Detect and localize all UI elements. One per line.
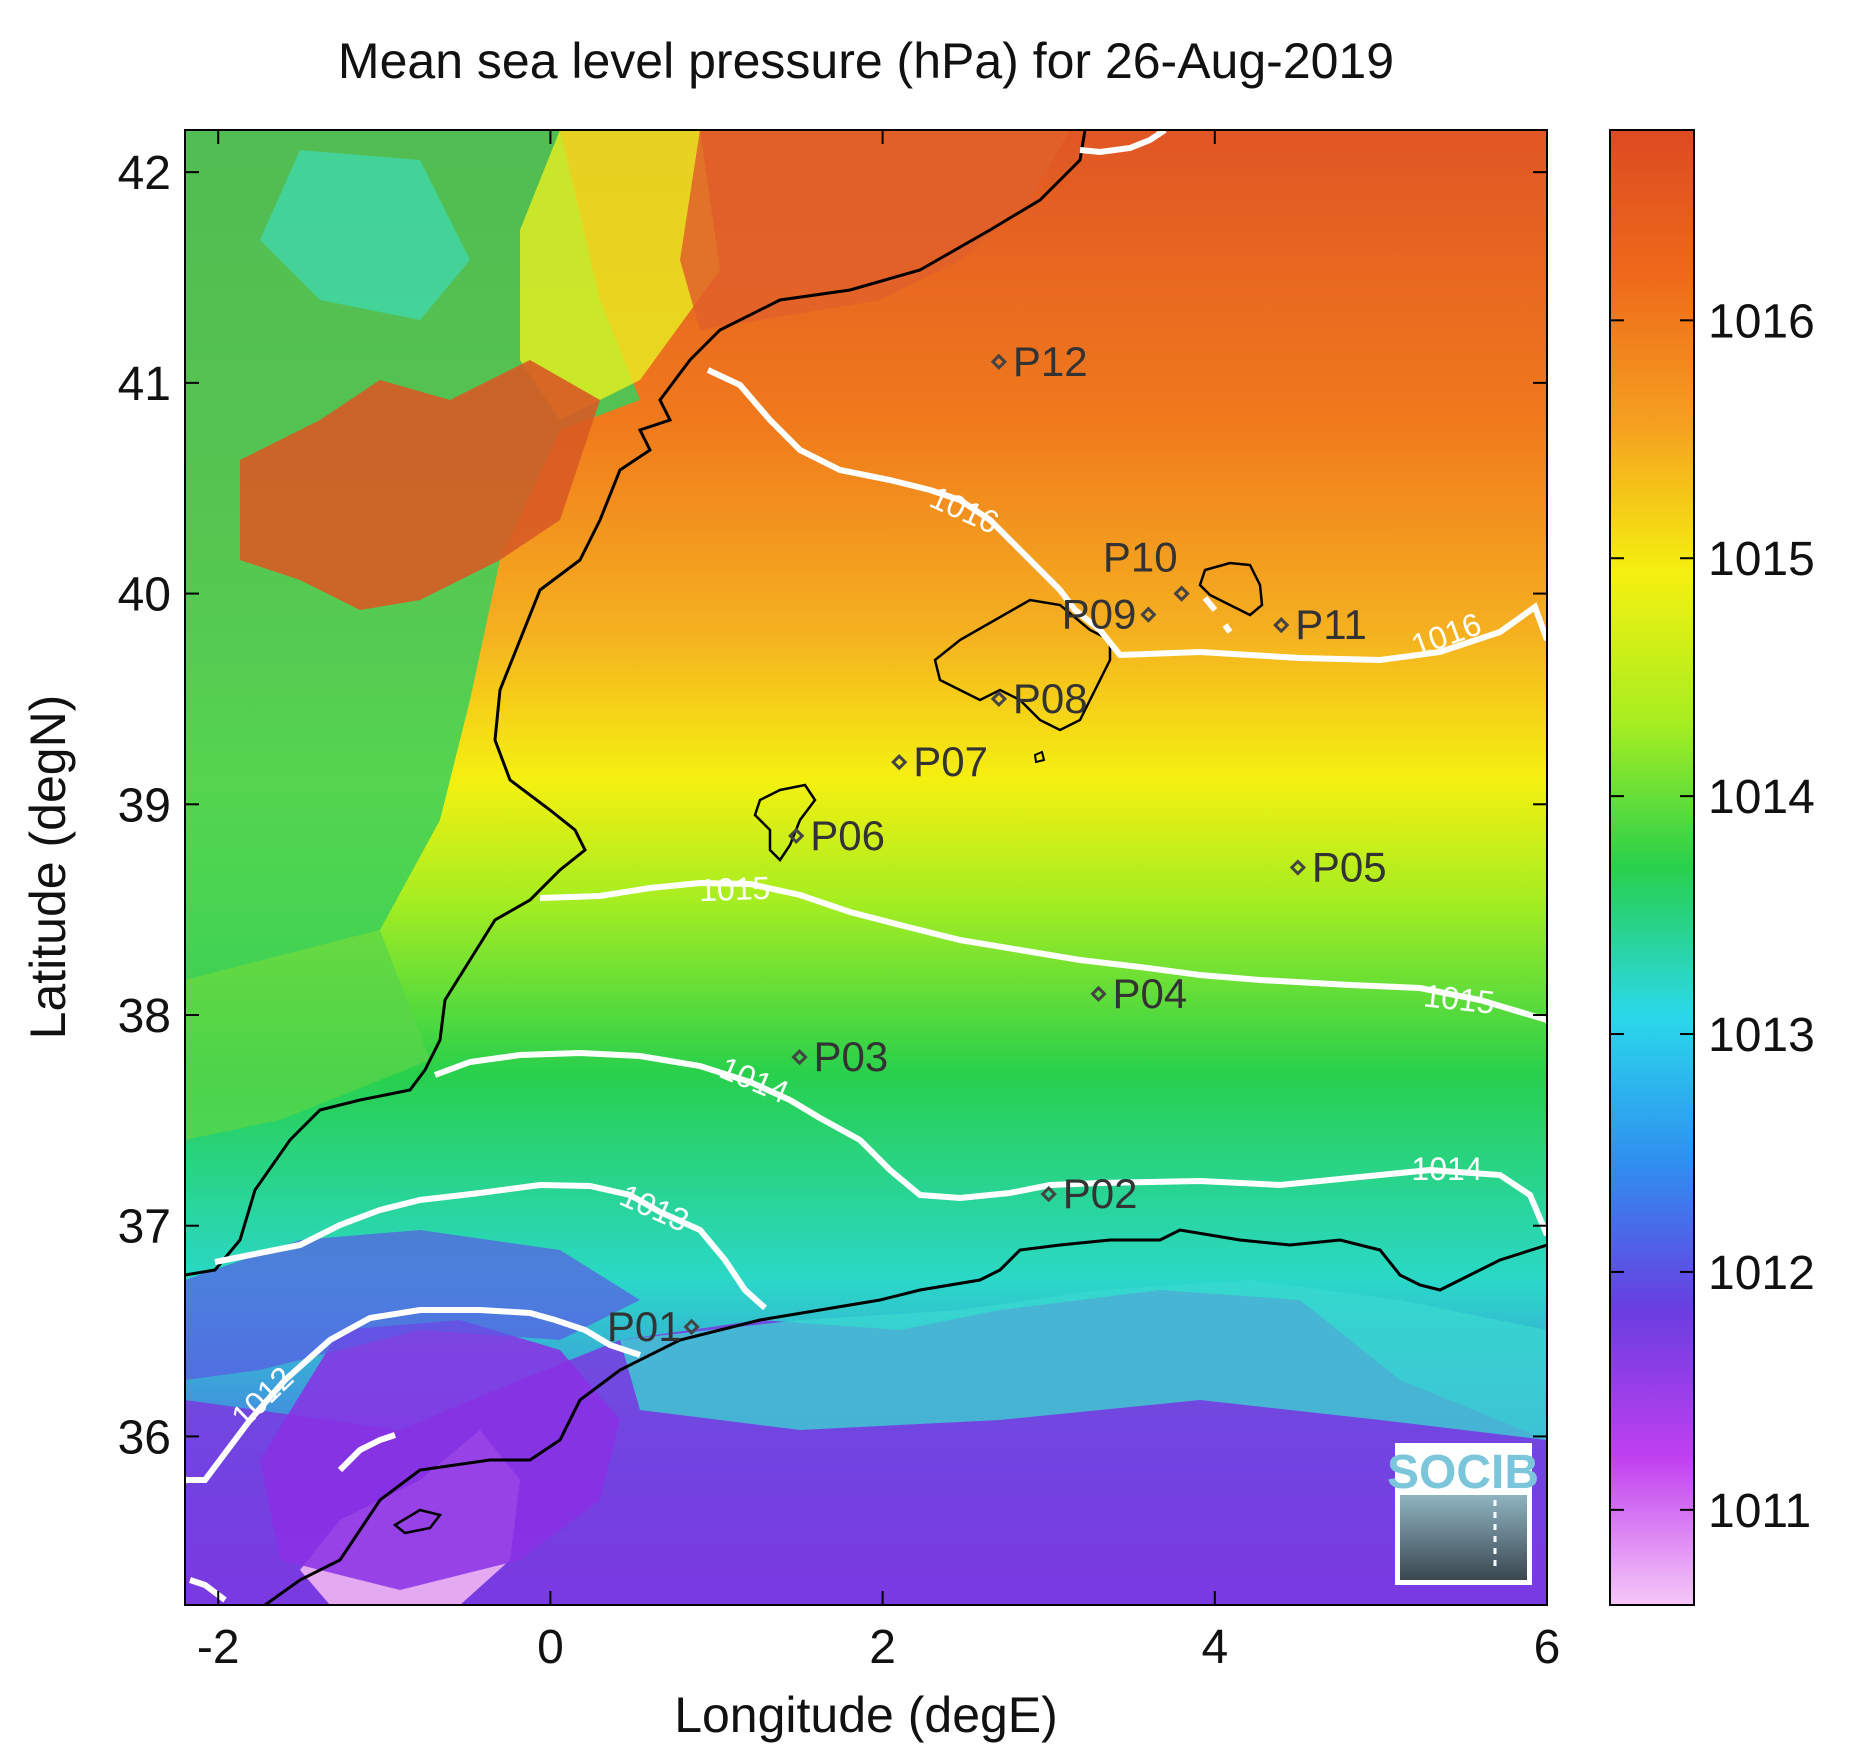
- y-tick-label: 36: [118, 1411, 171, 1464]
- coastlines: [185, 130, 1547, 1605]
- station-marker: [1140, 606, 1157, 623]
- station-label: P02: [1063, 1170, 1138, 1217]
- isobars: [185, 130, 1547, 1603]
- colorbar-gradient: [1609, 129, 1695, 1606]
- station-p09: P09: [1062, 591, 1157, 638]
- station-label: P05: [1312, 844, 1387, 891]
- station-p04: P04: [1090, 970, 1188, 1017]
- colorbar-tick-label: 1015: [1708, 533, 1815, 586]
- iberia-land-highpressure: [240, 360, 600, 610]
- station-p07: P07: [891, 738, 988, 785]
- africa-coastline: [264, 1228, 1547, 1605]
- contour-label: 1014: [1411, 1151, 1482, 1187]
- logo-text: SOCIB: [1387, 1446, 1539, 1499]
- map-panel: 1012 1013 1014 1014 1015 1015 1016 1016 …: [184, 129, 1548, 1606]
- station-marker: [1289, 859, 1306, 876]
- station-p10: P10: [1103, 534, 1190, 602]
- station-label: P08: [1013, 675, 1088, 722]
- station-p03: P03: [791, 1033, 889, 1080]
- x-tick-label: 6: [1534, 1621, 1561, 1674]
- y-tick-label: 39: [118, 779, 171, 832]
- socib-logo: SOCIB: [1387, 1443, 1539, 1585]
- isobar-1016: [706, 367, 1547, 664]
- isobar-1013: [214, 1181, 768, 1311]
- station-p06: P06: [788, 812, 885, 859]
- isobar-1014: [433, 1049, 1547, 1237]
- x-axis-label: Longitude (degE): [674, 1687, 1058, 1743]
- station-marker: [791, 1049, 808, 1066]
- colorbar-tick-label: 1016: [1708, 295, 1815, 348]
- station-marker: [1040, 1185, 1057, 1203]
- y-axis-ticks: 36 37 38 39 40 41 42: [118, 147, 1547, 1464]
- iberia-coastline: [185, 130, 1087, 1277]
- station-p08: P08: [990, 675, 1088, 722]
- colorbar: 1011 1012 1013 1014 1015 1016: [1609, 129, 1815, 1606]
- land-pressure-texture: [185, 130, 1547, 1605]
- station-marker: [1090, 985, 1107, 1003]
- station-label: P01: [607, 1303, 682, 1350]
- y-axis-label: Latitude (degN): [20, 695, 76, 1040]
- x-tick-label: 0: [537, 1621, 564, 1674]
- low-pressure-cell: [260, 1320, 620, 1590]
- station-label: P11: [1295, 601, 1367, 648]
- station-p05: P05: [1289, 844, 1387, 891]
- isobar-1013-south: [337, 1432, 396, 1473]
- y-tick-label: 40: [118, 569, 171, 622]
- colorbar-tick-label: 1011: [1708, 1485, 1811, 1538]
- y-tick-label: 41: [118, 358, 171, 411]
- station-marker: [788, 827, 805, 845]
- station-label: P10: [1103, 534, 1178, 581]
- iberia-land-yellow: [520, 130, 720, 420]
- colorbar-tick-label: 1013: [1708, 1009, 1815, 1062]
- y-tick-label: 37: [118, 1201, 171, 1254]
- low-pressure-cell-west: [185, 1230, 640, 1380]
- iberia-land-cyan: [260, 150, 470, 320]
- contour-label: 1015: [1422, 977, 1497, 1020]
- station-marker: [1273, 617, 1290, 634]
- y-tick-label: 42: [118, 147, 171, 200]
- colorbar-tick-label: 1012: [1708, 1247, 1815, 1300]
- station-marker: [990, 690, 1008, 708]
- station-p11: P11: [1273, 601, 1367, 648]
- iberia-land-green-south: [185, 930, 430, 1140]
- station-p12: P12: [990, 338, 1088, 385]
- chart-title: Mean sea level pressure (hPa) for 26-Aug…: [338, 33, 1394, 89]
- station-label: P03: [814, 1033, 889, 1080]
- africa-land-cyan: [620, 1280, 1547, 1440]
- isobar-1012: [185, 1307, 641, 1483]
- isobar-1016-pieces: [1202, 596, 1233, 634]
- station-p01: P01: [607, 1303, 700, 1350]
- stations: P01 P02 P03 P04 P05 P06 P07 P08 P09 P10 P11 P12: [607, 338, 1387, 1350]
- menorca-coastline: [1198, 561, 1264, 617]
- station-marker: [990, 353, 1008, 370]
- contour-label: 1015: [698, 870, 770, 908]
- station-label: P06: [810, 812, 885, 859]
- colorbar-tick-label: 1014: [1708, 771, 1815, 824]
- station-label: P09: [1062, 591, 1137, 638]
- cabrera-coastline: [1033, 750, 1046, 764]
- mallorca-coastline: [933, 598, 1112, 732]
- station-marker: [683, 1318, 700, 1335]
- x-tick-label: 4: [1201, 1621, 1228, 1674]
- y-tick-label: 38: [118, 990, 171, 1043]
- station-p02: P02: [1040, 1170, 1138, 1217]
- colorbar-ticks: 1011 1012 1013 1014 1015 1016: [1610, 295, 1815, 1538]
- alboran-coastline: [392, 1508, 443, 1535]
- station-label: P07: [913, 738, 988, 785]
- isobar-1015: [539, 879, 1547, 1023]
- station-marker: [1173, 585, 1190, 602]
- iberia-land-highpressure-north: [680, 130, 1070, 330]
- x-tick-label: 2: [869, 1621, 896, 1674]
- ibiza-coastline: [753, 783, 817, 862]
- station-marker: [891, 754, 908, 771]
- isobar-1016-north: [1079, 130, 1167, 156]
- map-frame: [184, 129, 1548, 1606]
- station-label: P12: [1013, 338, 1088, 385]
- x-tick-label: -2: [197, 1621, 240, 1674]
- logo-image: [1400, 1495, 1527, 1580]
- x-axis-ticks: -2 0 2 4 6: [197, 130, 1560, 1674]
- station-label: P04: [1113, 970, 1188, 1017]
